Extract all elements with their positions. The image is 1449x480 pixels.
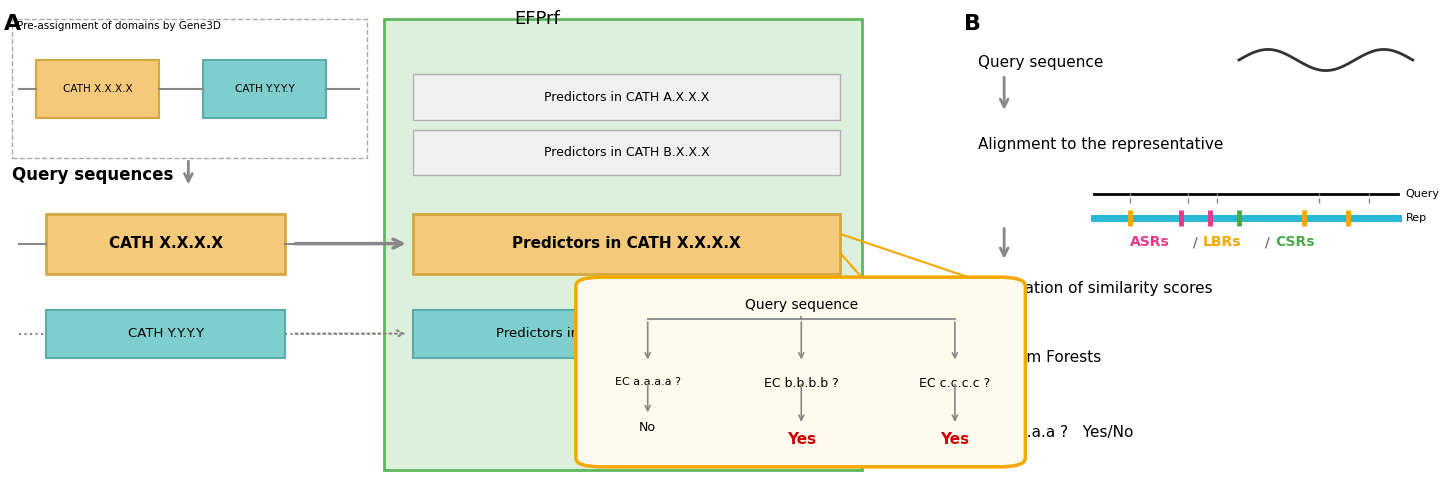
FancyBboxPatch shape — [413, 214, 840, 274]
Text: CATH X.X.X.X: CATH X.X.X.X — [109, 236, 223, 251]
Text: Pre-assignment of domains by Gene3D: Pre-assignment of domains by Gene3D — [17, 22, 222, 31]
Text: Query sequence: Query sequence — [978, 55, 1104, 70]
Text: /: / — [1193, 235, 1197, 250]
FancyBboxPatch shape — [413, 130, 840, 175]
FancyBboxPatch shape — [12, 19, 367, 158]
Text: Predictors in CATH B.X.X.X: Predictors in CATH B.X.X.X — [543, 146, 710, 159]
Text: CATH Y.Y.Y.Y: CATH Y.Y.Y.Y — [128, 327, 204, 340]
Text: CATH Y.Y.Y.Y: CATH Y.Y.Y.Y — [235, 84, 294, 94]
Text: Query: Query — [1406, 190, 1439, 199]
Text: Predictors in CATH X.X.X.X: Predictors in CATH X.X.X.X — [513, 236, 740, 251]
Text: LBRs: LBRs — [1203, 235, 1242, 250]
Text: CATH X.X.X.X: CATH X.X.X.X — [62, 84, 133, 94]
Text: EC a.a.a.a ?: EC a.a.a.a ? — [614, 377, 681, 387]
FancyBboxPatch shape — [413, 74, 840, 120]
Text: Calculation of similarity scores: Calculation of similarity scores — [978, 280, 1213, 296]
Text: Predictors in CATH Y.Y.: Predictors in CATH Y.Y. — [496, 327, 642, 340]
Text: A: A — [4, 14, 22, 35]
FancyBboxPatch shape — [575, 277, 1026, 467]
Text: No: No — [639, 420, 656, 434]
Text: EC b.b.b.b ?: EC b.b.b.b ? — [764, 377, 839, 390]
Text: B: B — [964, 14, 981, 35]
Text: Predictors in CATH A.X.X.X: Predictors in CATH A.X.X.X — [543, 91, 710, 104]
FancyBboxPatch shape — [46, 310, 285, 358]
Text: EC c.c.c.c ?: EC c.c.c.c ? — [919, 377, 991, 390]
Text: Yes: Yes — [940, 432, 969, 447]
Text: EC a.a.a.a ?   Yes/No: EC a.a.a.a ? Yes/No — [978, 424, 1133, 440]
Text: CSRs: CSRs — [1275, 235, 1314, 250]
Text: Query sequence: Query sequence — [745, 298, 858, 312]
FancyBboxPatch shape — [384, 19, 862, 470]
FancyBboxPatch shape — [203, 60, 326, 118]
FancyBboxPatch shape — [46, 214, 285, 274]
Text: Query sequences: Query sequences — [12, 166, 172, 184]
Text: /: / — [1265, 235, 1269, 250]
Text: Alignment to the representative: Alignment to the representative — [978, 136, 1223, 152]
Text: EFPrf: EFPrf — [514, 10, 561, 28]
Text: Yes: Yes — [787, 432, 816, 447]
Text: ASRs: ASRs — [1130, 235, 1169, 250]
FancyBboxPatch shape — [413, 310, 724, 358]
FancyBboxPatch shape — [36, 60, 159, 118]
Text: Rep: Rep — [1406, 214, 1427, 223]
Text: Random Forests: Random Forests — [978, 350, 1101, 365]
